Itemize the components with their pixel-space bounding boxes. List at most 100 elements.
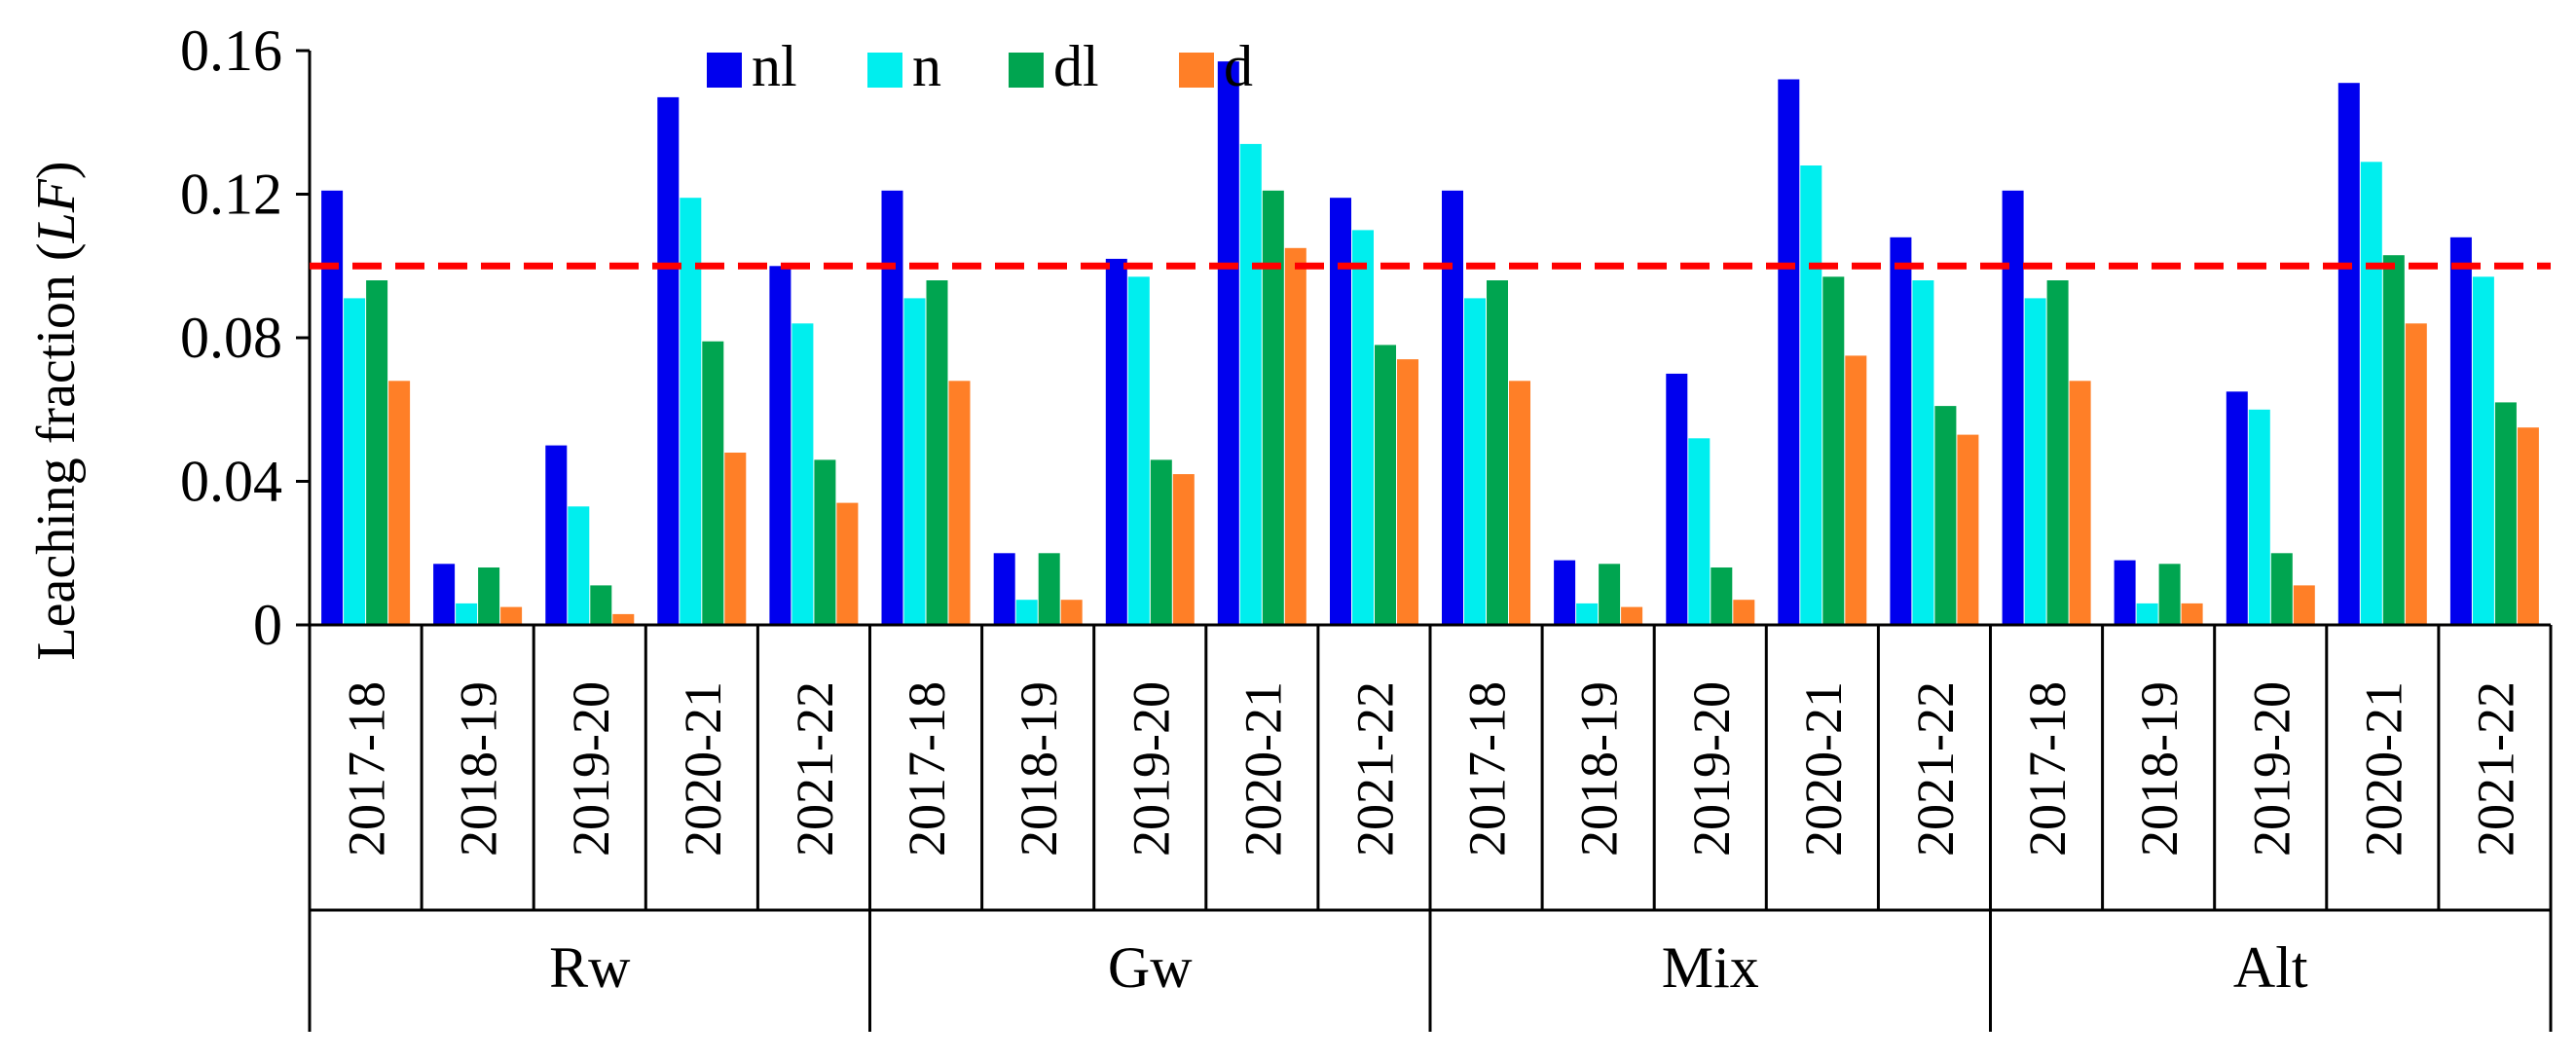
bar-nl-gw-2017-18 <box>881 190 903 626</box>
bar-d-rw-2018-19 <box>500 606 523 625</box>
season-label-alt-2020-21: 2020-21 <box>2354 681 2412 857</box>
bar-d-rw-2019-20 <box>612 613 635 625</box>
season-label-gw-2019-20: 2019-20 <box>1122 681 1180 857</box>
season-label-rw-2020-21: 2020-21 <box>674 681 732 857</box>
bar-dl-alt-2021-22 <box>2494 402 2517 625</box>
y-tick-label: 0.16 <box>180 18 282 83</box>
season-label-mix-2019-20: 2019-20 <box>1682 681 1741 857</box>
season-label-rw-2017-18: 2017-18 <box>338 681 396 857</box>
y-axis-title-italic: LF <box>26 178 87 243</box>
bar-d-gw-2017-18 <box>948 381 971 626</box>
bar-nl-mix-2021-22 <box>1890 237 1912 626</box>
bars <box>321 61 2539 626</box>
bar-d-gw-2020-21 <box>1284 247 1306 626</box>
bar-dl-rw-2017-18 <box>366 280 388 625</box>
season-label-mix-2021-22: 2021-22 <box>1906 681 1965 857</box>
bar-n-mix-2020-21 <box>1800 165 1822 625</box>
bar-d-mix-2019-20 <box>1733 600 1755 625</box>
bar-n-mix-2019-20 <box>1688 438 1711 626</box>
bar-d-alt-2021-22 <box>2517 427 2539 625</box>
bar-dl-rw-2019-20 <box>590 585 612 625</box>
legend: nl n dl d <box>707 34 1253 98</box>
bar-d-alt-2018-19 <box>2181 603 2203 625</box>
bar-n-gw-2019-20 <box>1127 276 1150 625</box>
legend-swatch-n <box>867 53 902 88</box>
bar-nl-rw-2020-21 <box>657 96 680 625</box>
bar-nl-gw-2019-20 <box>1105 258 1127 625</box>
bar-dl-gw-2018-19 <box>1038 553 1060 626</box>
season-label-alt-2018-19: 2018-19 <box>2130 681 2189 857</box>
bar-dl-alt-2020-21 <box>2382 255 2405 625</box>
y-axis-ticks: 0 0.04 0.08 0.12 0.16 <box>180 18 310 657</box>
season-label-mix-2017-18: 2017-18 <box>1458 681 1517 857</box>
season-label-gw-2017-18: 2017-18 <box>898 681 956 857</box>
bar-dl-rw-2020-21 <box>702 341 724 625</box>
bar-d-mix-2017-18 <box>1509 381 1530 626</box>
season-label-alt-2019-20: 2019-20 <box>2242 681 2300 857</box>
bar-n-gw-2020-21 <box>1239 143 1262 625</box>
y-tick-label: 0.08 <box>180 306 282 370</box>
bar-dl-gw-2020-21 <box>1262 190 1284 626</box>
season-label-rw-2018-19: 2018-19 <box>450 681 508 857</box>
season-label-mix-2020-21: 2020-21 <box>1794 681 1853 857</box>
bar-n-rw-2021-22 <box>791 323 814 626</box>
bar-nl-mix-2020-21 <box>1778 79 1800 625</box>
bar-dl-alt-2018-19 <box>2158 564 2181 625</box>
y-tick-label: 0.04 <box>180 450 282 514</box>
season-label-rw-2021-22: 2021-22 <box>786 681 844 857</box>
bar-n-gw-2018-19 <box>1015 600 1038 625</box>
bar-dl-mix-2020-21 <box>1822 276 1845 625</box>
bar-n-alt-2021-22 <box>2472 276 2494 625</box>
bar-d-gw-2018-19 <box>1060 600 1083 625</box>
bar-n-alt-2017-18 <box>2024 298 2046 625</box>
bar-dl-rw-2021-22 <box>814 459 836 625</box>
legend-label-nl: nl <box>752 34 797 98</box>
bar-dl-gw-2021-22 <box>1375 345 1396 625</box>
bar-d-mix-2020-21 <box>1845 355 1867 625</box>
bar-nl-gw-2020-21 <box>1217 61 1239 626</box>
group-label-rw: Rw <box>549 935 631 1000</box>
bar-d-mix-2018-19 <box>1621 606 1643 625</box>
bar-d-alt-2020-21 <box>2405 323 2427 626</box>
bar-dl-mix-2019-20 <box>1711 567 1733 625</box>
legend-label-dl: dl <box>1053 34 1099 98</box>
bar-nl-alt-2018-19 <box>2114 560 2136 625</box>
bar-dl-rw-2018-19 <box>478 567 500 625</box>
bar-dl-alt-2019-20 <box>2270 553 2293 626</box>
bar-d-rw-2021-22 <box>836 502 859 625</box>
y-axis-title-end: ) <box>26 161 87 179</box>
bar-dl-mix-2021-22 <box>1934 406 1957 625</box>
season-label-alt-2017-18: 2017-18 <box>2018 681 2077 857</box>
bar-dl-gw-2019-20 <box>1150 459 1172 625</box>
bar-nl-mix-2018-19 <box>1554 560 1576 625</box>
bar-n-mix-2017-18 <box>1464 298 1486 625</box>
season-label-gw-2021-22: 2021-22 <box>1346 681 1405 857</box>
legend-swatch-dl <box>1009 53 1044 88</box>
bar-nl-rw-2018-19 <box>433 564 456 625</box>
x-axis-categories: 2017-18 2018-19 2019-20 2020-21 2021-22 Rw 201… <box>308 625 2553 1032</box>
y-axis-title-main: Leaching fraction ( <box>26 242 87 660</box>
legend-swatch-d <box>1179 53 1214 88</box>
season-label-alt-2021-22: 2021-22 <box>2466 681 2524 857</box>
y-tick-label: 0 <box>253 593 282 657</box>
bar-n-rw-2017-18 <box>344 298 366 625</box>
bar-d-gw-2021-22 <box>1397 359 1418 625</box>
legend-label-n: n <box>912 34 941 98</box>
bar-nl-gw-2021-22 <box>1330 198 1351 625</box>
group-label-gw: Gw <box>1108 935 1193 1000</box>
season-label-gw-2018-19: 2018-19 <box>1010 681 1068 857</box>
legend-swatch-nl <box>707 53 742 88</box>
bar-n-alt-2018-19 <box>2136 603 2158 625</box>
season-label-gw-2020-21: 2020-21 <box>1233 681 1292 857</box>
bar-n-mix-2021-22 <box>1912 280 1934 625</box>
bar-nl-alt-2017-18 <box>2002 190 2024 626</box>
bar-d-rw-2017-18 <box>388 381 411 626</box>
y-axis-title-text: Leaching fraction (LF) <box>26 161 87 660</box>
bar-n-mix-2018-19 <box>1576 603 1599 625</box>
bar-d-mix-2021-22 <box>1957 434 1979 625</box>
bar-nl-rw-2019-20 <box>545 445 568 625</box>
season-label-mix-2018-19: 2018-19 <box>1570 681 1629 857</box>
bar-n-alt-2019-20 <box>2248 409 2270 626</box>
bar-n-gw-2021-22 <box>1352 230 1374 625</box>
